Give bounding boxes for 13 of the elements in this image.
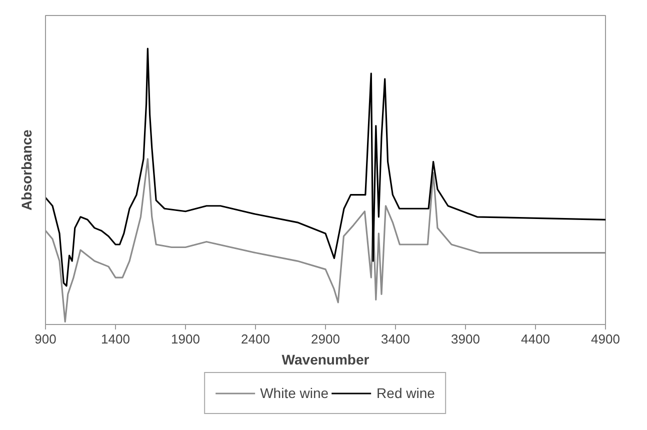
x-tick-label: 4400 <box>521 332 550 346</box>
x-tick-label: 2900 <box>311 332 340 346</box>
legend-label: Red wine <box>376 384 435 400</box>
y-axis-title: Absorbance <box>18 129 34 210</box>
legend-label: White wine <box>260 384 329 400</box>
x-tick-label: 2400 <box>241 332 270 346</box>
x-tick-label: 4900 <box>591 332 620 346</box>
x-tick-label: 3400 <box>381 332 410 346</box>
x-tick-label: 900 <box>34 332 56 346</box>
x-tick-label: 3900 <box>451 332 480 346</box>
x-tick-label: 1400 <box>101 332 130 346</box>
x-axis-title: Wavenumber <box>282 352 370 368</box>
x-tick-label: 1900 <box>171 332 200 346</box>
